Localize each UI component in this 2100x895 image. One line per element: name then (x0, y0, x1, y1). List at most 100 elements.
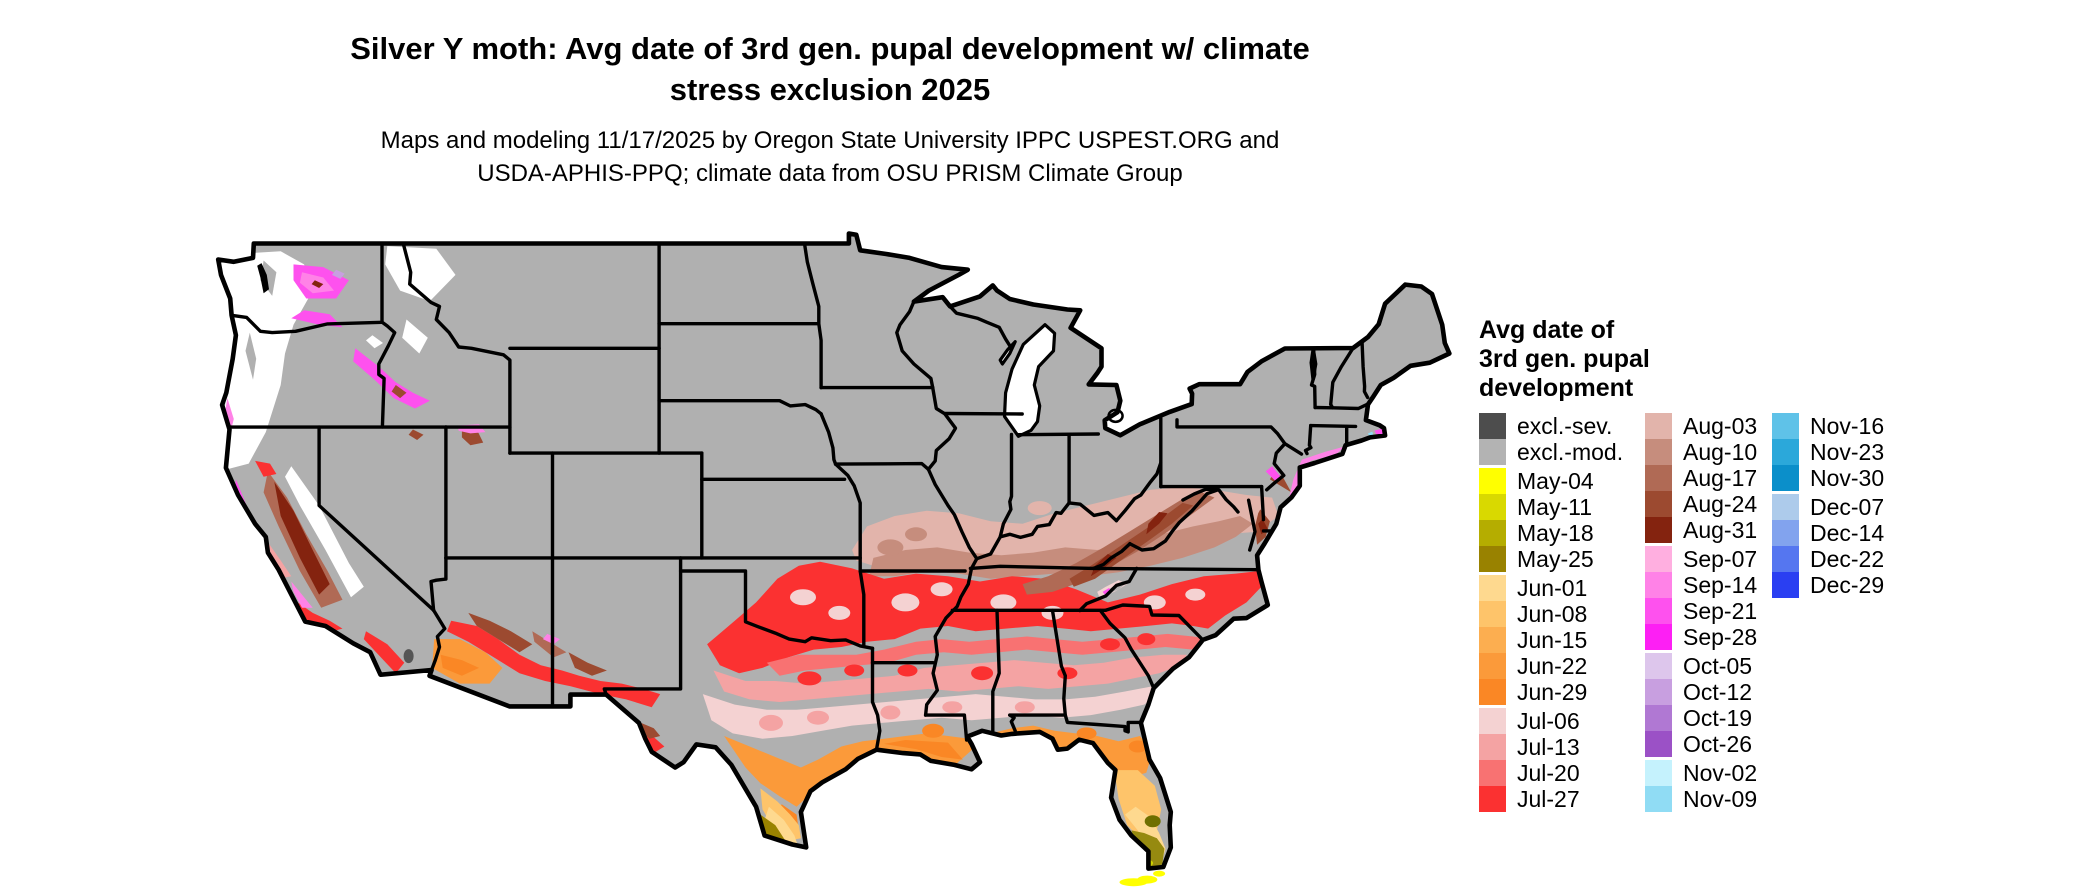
title-line-1: Silver Y moth: Avg date of 3rd gen. pupa… (350, 31, 1310, 66)
legend-swatch (1645, 517, 1672, 543)
legend-swatch (1645, 705, 1672, 731)
legend-entry-label: Dec-29 (1810, 572, 1885, 598)
legend-entry-label: Oct-05 (1683, 653, 1753, 679)
legend-swatch (1645, 598, 1672, 624)
legend-entry-label: Sep-07 (1683, 546, 1758, 572)
legend-entry: Aug-03 (1645, 413, 1772, 439)
legend-swatch (1479, 734, 1506, 760)
legend-swatch (1479, 575, 1506, 601)
legend-entry-label: Jul-20 (1517, 760, 1580, 786)
legend-entry-label: Aug-24 (1683, 491, 1758, 517)
legend-entry: Jun-29 (1479, 679, 1645, 705)
legend-entry: Sep-28 (1645, 624, 1772, 650)
legend-entry-label: Oct-26 (1683, 731, 1753, 757)
legend-entry-label: Nov-02 (1683, 760, 1758, 786)
legend-swatch (1479, 679, 1506, 705)
legend-entry: Dec-22 (1772, 546, 1884, 572)
legend-entry-label: excl.-sev. (1517, 413, 1613, 439)
legend-entry: Jun-08 (1479, 601, 1645, 627)
legend-entry: Jul-20 (1479, 760, 1645, 786)
legend-swatch (1772, 572, 1799, 598)
legend-entry-label: Nov-09 (1683, 786, 1758, 812)
legend-entry: May-25 (1479, 546, 1645, 572)
legend-swatch (1772, 439, 1799, 465)
legend-entry-label: Sep-14 (1683, 572, 1758, 598)
page-subtitle: Maps and modeling 11/17/2025 by Oregon S… (80, 124, 1580, 190)
legend-entry-label: Dec-22 (1810, 546, 1885, 572)
legend-entry: Jun-15 (1479, 627, 1645, 653)
us-map-svg (215, 231, 1452, 887)
legend-swatch (1479, 627, 1506, 653)
legend-entry: May-04 (1479, 468, 1645, 494)
legend-entry: Jun-01 (1479, 575, 1645, 601)
legend-swatch (1479, 786, 1506, 812)
legend-entry: excl.-sev. (1479, 413, 1645, 439)
legend-entry-label: Jun-29 (1517, 679, 1588, 705)
legend-title-line-2: 3rd gen. pupal (1479, 345, 1650, 373)
legend-entry: Dec-14 (1772, 520, 1884, 546)
title-line-2: stress exclusion 2025 (669, 72, 991, 107)
legend-swatch (1772, 465, 1799, 491)
legend-entry-label: Jun-22 (1517, 653, 1588, 679)
legend-swatch (1645, 760, 1672, 786)
legend-swatch (1772, 546, 1799, 572)
legend-entry: Jul-13 (1479, 734, 1645, 760)
legend-swatch (1479, 413, 1506, 439)
legend-columns: excl.-sev. excl.-mod. May-04 May-11 May-18 Ma… (1479, 413, 2089, 812)
legend-entry: Oct-05 (1645, 653, 1772, 679)
legend-entry: Sep-14 (1645, 572, 1772, 598)
legend-swatch (1645, 413, 1672, 439)
legend-title: Avg date of 3rd gen. pupal development (1479, 316, 2089, 403)
legend-swatch (1479, 468, 1506, 494)
legend-entry: Sep-21 (1645, 598, 1772, 624)
legend-swatch (1645, 491, 1672, 517)
legend-entry-label: Jul-13 (1517, 734, 1580, 760)
legend-entry-label: Aug-03 (1683, 413, 1758, 439)
legend-entry-label: Sep-28 (1683, 624, 1758, 650)
legend-swatch (1772, 520, 1799, 546)
legend-entry-label: Oct-19 (1683, 705, 1753, 731)
legend-title-line-3: development (1479, 374, 1634, 402)
legend-column-1: excl.-sev. excl.-mod. May-04 May-11 May-18 Ma… (1479, 413, 1645, 812)
legend-entry: excl.-mod. (1479, 439, 1645, 465)
legend-entry: May-11 (1479, 494, 1645, 520)
legend-entry-label: May-25 (1517, 546, 1594, 572)
legend-entry: Aug-31 (1645, 517, 1772, 543)
legend-entry-label: May-11 (1517, 494, 1592, 520)
legend-entry: May-18 (1479, 520, 1645, 546)
page-title: Silver Y moth: Avg date of 3rd gen. pupa… (80, 28, 1580, 110)
legend-swatch (1645, 572, 1672, 598)
legend-entry: Aug-24 (1645, 491, 1772, 517)
legend-swatch (1645, 465, 1672, 491)
legend-entry-label: Jun-08 (1517, 601, 1588, 627)
legend-entry: Oct-12 (1645, 679, 1772, 705)
legend-entry-label: Nov-23 (1810, 439, 1885, 465)
legend-entry-label: Jul-27 (1517, 786, 1580, 812)
legend-entry-label: Jun-15 (1517, 627, 1588, 653)
legend-title-line-1: Avg date of (1479, 316, 1615, 344)
legend-swatch (1479, 708, 1506, 734)
legend-swatch (1772, 494, 1799, 520)
legend-swatch (1645, 624, 1672, 650)
legend-swatch (1479, 494, 1506, 520)
legend-swatch (1645, 653, 1672, 679)
legend-entry: Nov-16 (1772, 413, 1884, 439)
legend-entry-label: Jun-01 (1517, 575, 1588, 601)
legend-entry: Oct-19 (1645, 705, 1772, 731)
legend-entry-label: Aug-17 (1683, 465, 1758, 491)
legend-entry: Dec-29 (1772, 572, 1884, 598)
legend-swatch (1772, 413, 1799, 439)
legend-entry-label: Dec-14 (1810, 520, 1885, 546)
legend-entry-label: Aug-31 (1683, 517, 1758, 543)
subtitle-line-2: USDA-APHIS-PPQ; climate data from OSU PR… (477, 160, 1183, 187)
legend-entry-label: May-18 (1517, 520, 1594, 546)
legend-entry: Oct-26 (1645, 731, 1772, 757)
legend-swatch (1479, 760, 1506, 786)
legend-entry-label: Oct-12 (1683, 679, 1753, 705)
legend-entry: Nov-30 (1772, 465, 1884, 491)
legend-entry: Jun-22 (1479, 653, 1645, 679)
legend-entry: Sep-07 (1645, 546, 1772, 572)
legend-column-3: Nov-16 Nov-23 Nov-30 Dec-07 Dec-14 Dec-22 Dec-… (1772, 413, 1884, 598)
legend-swatch (1479, 653, 1506, 679)
